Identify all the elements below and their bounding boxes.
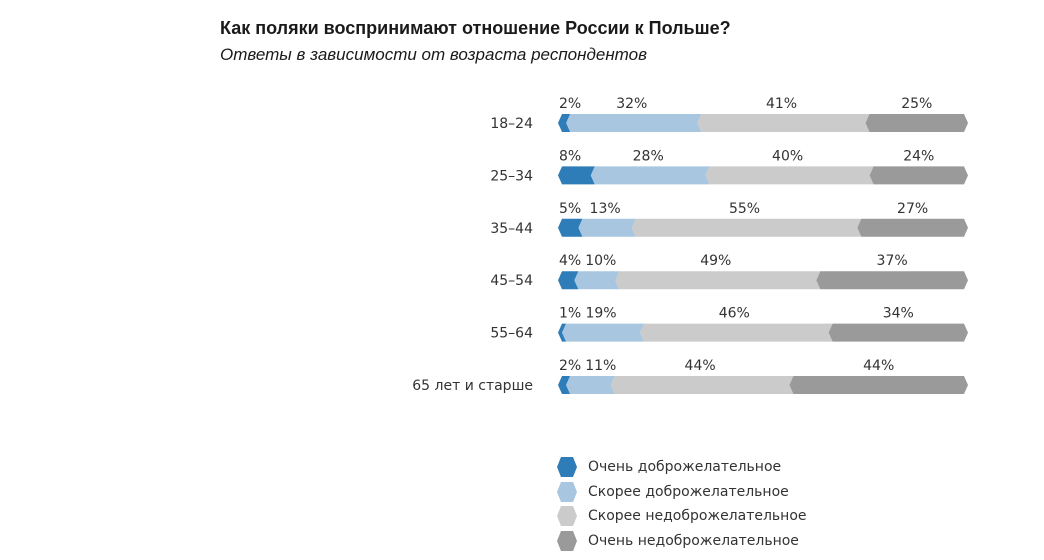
bar-segment-very-friendly	[558, 271, 579, 290]
legend-item-very-friendly: Очень доброжелательное	[556, 455, 807, 480]
legend-label-very-unfriendly: Очень недоброжелательное	[588, 532, 799, 549]
value-label-very-friendly: 8%	[559, 148, 581, 164]
value-label-very-unfriendly: 37%	[877, 253, 908, 269]
value-label-very-friendly: 1%	[559, 306, 581, 322]
bar-segment-rather-friendly	[578, 218, 636, 237]
bar-segment-very-unfriendly	[869, 166, 968, 185]
value-label-very-unfriendly: 24%	[903, 148, 934, 164]
value-label-rather-unfriendly: 41%	[766, 96, 797, 112]
legend-label-very-friendly: Очень доброжелательное	[588, 459, 782, 476]
legend-swatch-rather-unfriendly	[556, 505, 578, 527]
value-label-rather-friendly: 19%	[585, 306, 616, 322]
legend-hexagon-rather-friendly	[557, 481, 577, 502]
value-label-very-unfriendly: 27%	[897, 201, 928, 217]
value-label-very-friendly: 4%	[559, 253, 581, 269]
legend-label-rather-unfriendly: Скорее недоброжелательное	[588, 508, 807, 525]
bar-segment-rather-unfriendly	[631, 218, 862, 237]
value-label-very-friendly: 2%	[559, 96, 581, 112]
legend-item-rather-friendly: Скорее доброжелательное	[556, 480, 807, 505]
category-label: 55–64	[490, 326, 533, 342]
bar-segment-very-unfriendly	[816, 271, 968, 290]
bar-segment-very-friendly	[558, 323, 567, 342]
value-label-rather-unfriendly: 46%	[719, 306, 750, 322]
value-label-rather-friendly: 10%	[585, 253, 616, 269]
value-label-rather-unfriendly: 44%	[685, 358, 716, 374]
bar-segment-very-unfriendly	[865, 114, 968, 132]
bar-segment-very-unfriendly	[857, 218, 968, 237]
bar-segment-rather-friendly	[590, 166, 710, 185]
value-label-rather-friendly: 13%	[590, 201, 621, 217]
value-label-very-unfriendly: 44%	[863, 358, 894, 374]
category-label: 25–34	[490, 168, 533, 184]
legend-swatch-very-friendly	[556, 456, 578, 478]
legend-item-rather-unfriendly: Скорее недоброжелательное	[556, 504, 807, 529]
category-label: 65 лет и старше	[412, 378, 533, 394]
bar-segment-very-friendly	[558, 376, 571, 394]
value-label-rather-unfriendly: 49%	[700, 253, 731, 269]
value-label-very-friendly: 2%	[559, 358, 581, 374]
stacked-bar-chart: 18–24 2% 32% 41% 25% 25–34 8% 28% 40% 24% 35–44 5% 1…	[412, 96, 968, 394]
category-label: 35–44	[490, 221, 533, 237]
bar-segment-rather-friendly	[566, 114, 702, 132]
value-label-rather-unfriendly: 40%	[772, 148, 803, 164]
bar-segment-very-friendly	[558, 218, 583, 237]
bar-segment-rather-friendly	[574, 271, 620, 290]
bar-segment-very-friendly	[558, 166, 595, 185]
category-label: 18–24	[490, 116, 533, 132]
bar-segment-rather-unfriendly	[697, 114, 870, 132]
chart-title: Как поляки воспринимают отношение России…	[220, 18, 731, 38]
bar-segment-very-friendly	[558, 114, 571, 132]
legend-item-very-unfriendly: Очень недоброжелательное	[556, 529, 807, 554]
bar-segment-rather-unfriendly	[615, 271, 821, 290]
legend-hexagon-very-unfriendly	[557, 530, 577, 551]
legend-hexagon-very-friendly	[557, 457, 577, 478]
bar-segment-very-unfriendly	[789, 376, 968, 394]
legend: Очень доброжелательное Скорее доброжелат…	[556, 455, 807, 553]
value-label-rather-friendly: 28%	[633, 148, 664, 164]
bar-segment-rather-unfriendly	[705, 166, 874, 185]
value-label-rather-unfriendly: 55%	[729, 201, 760, 217]
value-label-rather-friendly: 11%	[585, 358, 616, 374]
category-label: 45–54	[490, 273, 533, 289]
value-label-rather-friendly: 32%	[616, 96, 647, 112]
bar-segment-rather-unfriendly	[610, 376, 794, 394]
legend-swatch-very-unfriendly	[556, 530, 578, 552]
bar-segment-rather-friendly	[562, 323, 644, 342]
legend-label-rather-friendly: Скорее доброжелательное	[588, 483, 789, 500]
value-label-very-friendly: 5%	[559, 201, 581, 217]
chart-subtitle: Ответы в зависимости от возраста респонд…	[220, 45, 647, 64]
bar-segment-rather-friendly	[566, 376, 615, 394]
value-label-very-unfriendly: 34%	[883, 306, 914, 322]
legend-swatch-rather-friendly	[556, 481, 578, 503]
bar-segment-rather-unfriendly	[640, 323, 833, 342]
legend-hexagon-rather-unfriendly	[557, 506, 577, 527]
bar-segment-very-unfriendly	[828, 323, 968, 342]
value-label-very-unfriendly: 25%	[901, 96, 932, 112]
